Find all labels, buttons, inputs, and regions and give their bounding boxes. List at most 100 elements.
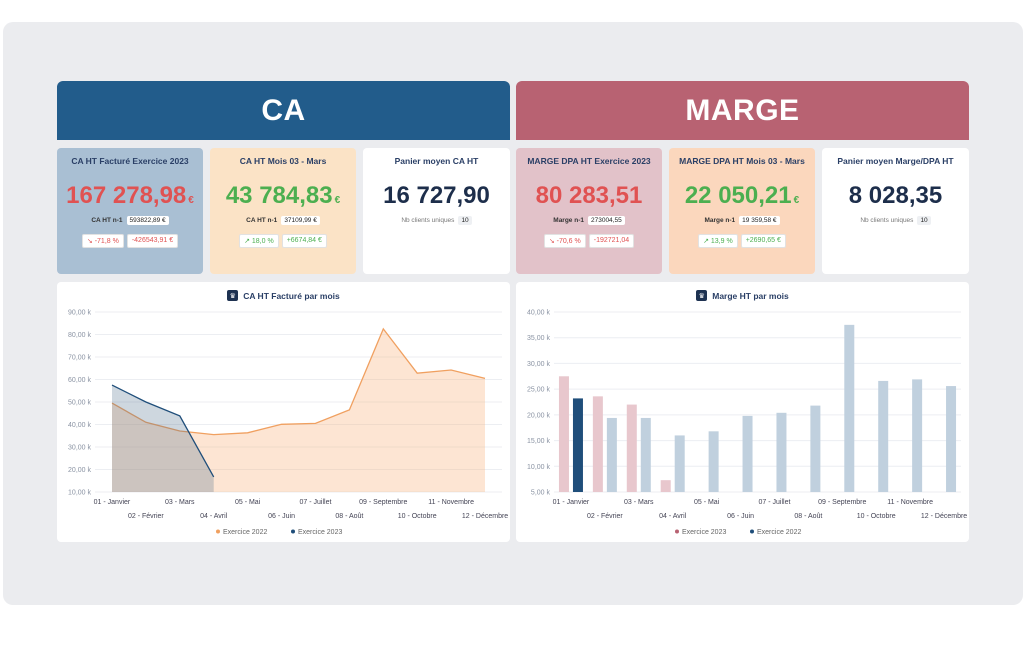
legend-label: Exercice 2023 (298, 529, 342, 536)
bar-exercice-2022 (606, 417, 617, 492)
bar-exercice-2022 (572, 398, 583, 492)
bar-exercice-2022 (776, 412, 787, 492)
kpi-value: 167 278,98 € (66, 182, 194, 209)
kpi-previous: Marge n-1 273004,55 (516, 216, 662, 225)
y-tick-label: 20,00 k (68, 467, 91, 474)
bar-exercice-2023 (592, 396, 603, 492)
bar-exercice-2022 (810, 405, 821, 492)
variation-amount-badge: -192721,04 (588, 234, 635, 248)
y-tick-label: 30,00 k (68, 445, 91, 452)
marge-bar-chart: 5,00 k 10,00 k 15,00 k 20,00 k 25,00 k 30,00 … (527, 310, 967, 537)
crown-icon: ♛ (227, 290, 239, 301)
crown-icon: ♛ (696, 290, 708, 301)
kpi-title: CA HT Mois 03 - Mars (239, 156, 327, 166)
x-tick-label: 10 - Octobre (398, 513, 437, 520)
series-area (112, 385, 214, 492)
bar-exercice-2022 (742, 415, 753, 492)
y-tick-label: 10,00 k (68, 490, 91, 497)
x-tick-label: 08 - Août (335, 513, 363, 520)
x-tick-label: 06 - Juin (268, 513, 295, 520)
kpi-title: MARGE DPA HT Exercice 2023 (527, 156, 651, 166)
legend-label: Exercice 2022 (223, 529, 267, 536)
variation-amount-badge: -426543,91 € (126, 234, 179, 248)
kpi-value: 43 784,83 € (225, 182, 341, 209)
x-tick-label: 06 - Juin (727, 513, 754, 520)
kpi-value: 80 283,51 (535, 182, 643, 209)
series-area (112, 328, 485, 492)
y-tick-label: 20,00 k (527, 412, 550, 419)
y-tick-label: 40,00 k (68, 422, 91, 429)
y-tick-label: 25,00 k (527, 387, 550, 394)
kpi-value: 8 028,35 (848, 182, 943, 209)
y-tick-label: 10,00 k (527, 464, 550, 471)
kpi-clients: Nb clients uniques 10 (363, 216, 510, 225)
kpi-card-marge-exercice: MARGE DPA HT Exercice 2023 80 283,51 Mar… (516, 148, 662, 274)
variation-percent-badge: ↘ -70,6 % (543, 234, 586, 248)
bar-exercice-2022 (946, 386, 957, 492)
x-tick-label: 09 - Septembre (818, 499, 866, 506)
y-tick-label: 60,00 k (68, 377, 91, 384)
bar-exercice-2023 (558, 376, 569, 492)
marge-section-banner: MARGE (516, 81, 969, 140)
variation-percent-badge: ↗ 18,0 % (239, 234, 279, 248)
x-tick-label: 04 - Avril (200, 513, 228, 520)
kpi-previous: Marge n-1 19 359,58 € (669, 216, 815, 225)
x-tick-label: 02 - Février (587, 513, 623, 520)
y-tick-label: 15,00 k (527, 438, 550, 445)
bar-exercice-2023 (660, 480, 671, 492)
bar-exercice-2022 (674, 435, 685, 492)
x-tick-label: 12 - Décembre (462, 513, 508, 520)
y-tick-label: 5,00 k (531, 490, 551, 497)
chart-title: ♛ Marge HT par mois (516, 290, 969, 301)
bar-exercice-2023 (626, 404, 637, 492)
x-tick-label: 01 - Janvier (553, 499, 590, 506)
kpi-variation: ↘ -70,6 % -192721,04 (516, 234, 662, 248)
kpi-variation: ↗ 13,9 % +2690,65 € (669, 234, 815, 248)
bar-exercice-2022 (640, 417, 651, 492)
kpi-variation: ↘ -71,8 % -426543,91 € (57, 234, 203, 248)
x-tick-label: 02 - Février (128, 513, 164, 520)
x-tick-label: 04 - Avril (659, 513, 687, 520)
bar-exercice-2022 (708, 431, 719, 492)
chart-title: ♛ CA HT Facturé par mois (57, 290, 510, 301)
ca-chart-panel: ♛ CA HT Facturé par mois 10,00 k 20,00 k 30… (57, 282, 510, 542)
legend-label: Exercice 2022 (757, 529, 801, 536)
ca-area-chart: 10,00 k 20,00 k 30,00 k 40,00 k 50,00 k 60,00… (68, 310, 508, 537)
variation-amount-badge: +6674,84 € (281, 234, 327, 248)
kpi-previous: CA HT n-1 593822,89 € (57, 216, 203, 225)
x-tick-label: 05 - Mai (235, 499, 261, 506)
kpi-card-panier-marge: Panier moyen Marge/DPA HT 8 028,35 Nb cl… (822, 148, 969, 274)
kpi-value: 22 050,21 € (684, 182, 800, 209)
legend-marker (750, 529, 754, 534)
bar-exercice-2022 (878, 380, 889, 492)
kpi-previous: CA HT n-1 37109,99 € (210, 216, 356, 225)
kpi-title: Panier moyen Marge/DPA HT (837, 156, 954, 166)
kpi-card-ca-mois: CA HT Mois 03 - Mars 43 784,83 € CA HT n-… (210, 148, 356, 274)
bar-exercice-2022 (844, 324, 855, 492)
kpi-title: MARGE DPA HT Mois 03 - Mars (679, 156, 805, 166)
y-tick-label: 35,00 k (527, 335, 550, 342)
x-tick-label: 07 - Juillet (759, 499, 791, 506)
x-tick-label: 07 - Juillet (300, 499, 332, 506)
variation-percent-badge: ↘ -71,8 % (81, 234, 124, 248)
series-line (111, 327, 486, 436)
kpi-value: 16 727,90 (383, 182, 490, 209)
ca-section-banner: CA (57, 81, 510, 140)
x-tick-label: 09 - Septembre (359, 499, 407, 506)
kpi-title: CA HT Facturé Exercice 2023 (71, 156, 189, 166)
kpi-card-panier-ca: Panier moyen CA HT 16 727,90 Nb clients … (363, 148, 510, 274)
x-tick-label: 05 - Mai (694, 499, 720, 506)
variation-amount-badge: +2690,65 € (740, 234, 786, 248)
y-tick-label: 70,00 k (68, 355, 91, 362)
x-tick-label: 03 - Mars (624, 499, 654, 506)
bar-exercice-2022 (912, 379, 923, 492)
y-tick-label: 80,00 k (68, 332, 91, 339)
legend-marker (675, 529, 679, 534)
kpi-card-ca-exercice: CA HT Facturé Exercice 2023 167 278,98 € … (57, 148, 203, 274)
x-tick-label: 01 - Janvier (94, 499, 131, 506)
x-tick-label: 12 - Décembre (921, 513, 967, 520)
marge-chart-panel: ♛ Marge HT par mois 5,00 k 10,00 k 15,00 k 2… (516, 282, 969, 542)
x-tick-label: 10 - Octobre (857, 513, 896, 520)
x-tick-label: 11 - Novembre (887, 499, 933, 506)
kpi-title: Panier moyen CA HT (394, 156, 479, 166)
